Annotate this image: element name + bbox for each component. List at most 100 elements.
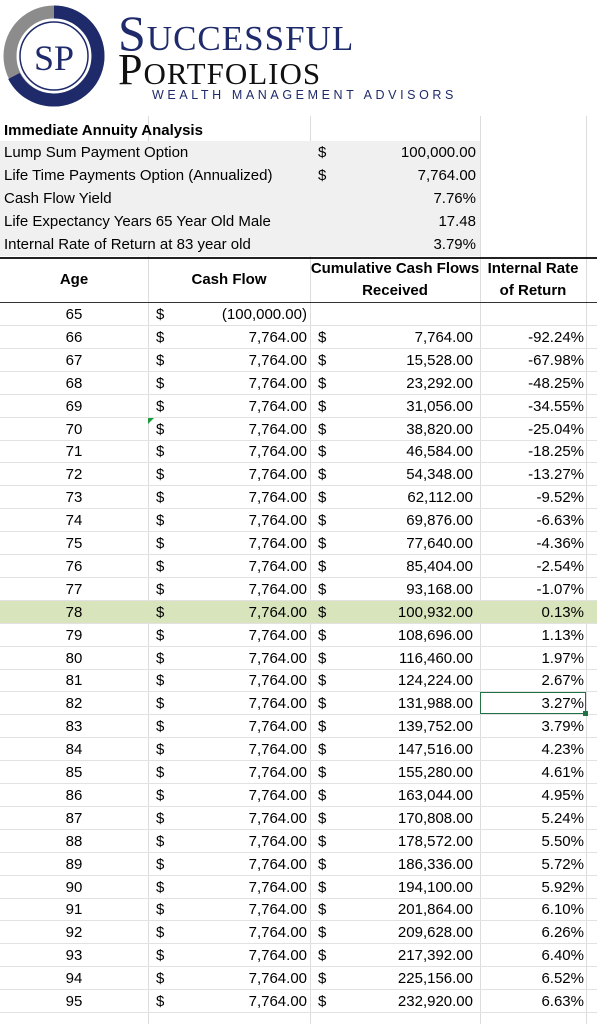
cell-cumulative-currency[interactable]: $	[318, 695, 327, 713]
cell-cash-flow[interactable]: 7,764.00	[248, 535, 307, 552]
cell-cash-flow-currency[interactable]: $	[156, 351, 165, 369]
cell-cumulative[interactable]: 7,764.00	[414, 328, 473, 346]
cell-cash-flow-currency[interactable]: $	[156, 855, 165, 873]
cell-age[interactable]: 68	[65, 374, 83, 392]
cell-cash-flow-currency[interactable]: $	[156, 947, 165, 965]
cell-cash-flow[interactable]: 7,764.00	[248, 328, 307, 346]
cell-cumulative-currency[interactable]: $	[318, 580, 327, 598]
cell-cumulative-currency[interactable]: $	[318, 626, 327, 644]
cell-cash-flow-currency[interactable]: $	[156, 626, 165, 644]
cell-cash-flow-currency[interactable]: $	[156, 489, 165, 507]
cell-cash-flow-currency[interactable]: $	[156, 328, 165, 346]
cell-irr[interactable]: -67.98%	[528, 351, 584, 369]
cell-cumulative[interactable]: 155,280.00	[397, 764, 473, 781]
cell-cash-flow[interactable]: 7,764.00	[248, 397, 307, 415]
cell-cash-flow-currency[interactable]: $	[156, 306, 165, 323]
summary-label[interactable]: Cash Flow Yield	[4, 190, 112, 207]
cell-irr[interactable]: -1.07%	[536, 580, 584, 598]
cell-irr[interactable]: -2.54%	[536, 557, 584, 575]
cell-cumulative[interactable]: 69,876.00	[406, 512, 473, 530]
cell-cumulative[interactable]: 38,820.00	[406, 420, 473, 438]
cell-irr[interactable]: 6.10%	[541, 901, 584, 919]
cell-cumulative-currency[interactable]: $	[318, 420, 327, 438]
cell-cumulative[interactable]: 46,584.00	[406, 443, 473, 461]
cell-age[interactable]: 87	[65, 809, 83, 827]
cell-age[interactable]: 69	[65, 397, 83, 415]
cell-cumulative-currency[interactable]: $	[318, 603, 327, 621]
cell-cumulative-currency[interactable]: $	[318, 512, 327, 530]
cell-cash-flow[interactable]: 7,764.00	[248, 718, 307, 736]
cell-cash-flow-currency[interactable]: $	[156, 535, 165, 552]
cell-cash-flow[interactable]: 7,764.00	[248, 741, 307, 759]
cell-cash-flow-currency[interactable]: $	[156, 443, 165, 461]
summary-value[interactable]: 17.48	[438, 213, 476, 230]
cell-cash-flow[interactable]: 7,764.00	[248, 672, 307, 690]
summary-value[interactable]: 7.76%	[433, 190, 476, 207]
cell-cumulative-currency[interactable]: $	[318, 328, 327, 346]
cell-cash-flow[interactable]: 7,764.00	[248, 580, 307, 598]
cell-age[interactable]: 65	[65, 306, 83, 323]
cell-cash-flow[interactable]: 7,764.00	[248, 603, 307, 621]
cell-age[interactable]: 80	[65, 649, 83, 667]
cell-cumulative-currency[interactable]: $	[318, 878, 327, 896]
cell-cumulative-currency[interactable]: $	[318, 764, 327, 781]
cell-cash-flow-currency[interactable]: $	[156, 878, 165, 896]
header-irr[interactable]: Internal Rate of Return	[487, 260, 579, 299]
cell-irr[interactable]: 5.92%	[541, 878, 584, 896]
cell-cash-flow-currency[interactable]: $	[156, 557, 165, 575]
cell-age[interactable]: 90	[65, 878, 83, 896]
cell-cash-flow-currency[interactable]: $	[156, 420, 165, 438]
cell-irr[interactable]: -34.55%	[528, 397, 584, 415]
cell-age[interactable]: 73	[65, 489, 83, 507]
cell-cash-flow[interactable]: 7,764.00	[248, 786, 307, 804]
cell-irr[interactable]: 5.72%	[541, 855, 584, 873]
cell-cumulative[interactable]: 170,808.00	[397, 809, 473, 827]
cell-age[interactable]: 89	[65, 855, 83, 873]
cell-cash-flow[interactable]: 7,764.00	[248, 351, 307, 369]
cell-cumulative-currency[interactable]: $	[318, 855, 327, 873]
summary-label[interactable]: Life Expectancy Years 65 Year Old Male	[4, 213, 271, 230]
header-age[interactable]: Age	[59, 271, 89, 288]
cell-cumulative[interactable]: 54,348.00	[406, 466, 473, 484]
cell-cash-flow[interactable]: 7,764.00	[248, 809, 307, 827]
cell-cash-flow[interactable]: 7,764.00	[248, 489, 307, 507]
cell-cumulative[interactable]: 225,156.00	[397, 970, 473, 988]
cell-cash-flow[interactable]: 7,764.00	[248, 970, 307, 988]
cell-irr[interactable]: 4.23%	[541, 741, 584, 759]
cell-irr[interactable]: -25.04%	[528, 420, 584, 438]
cell-cash-flow-currency[interactable]: $	[156, 603, 165, 621]
cell-cumulative[interactable]: 85,404.00	[406, 557, 473, 575]
cell-cumulative-currency[interactable]: $	[318, 741, 327, 759]
cell-cumulative-currency[interactable]: $	[318, 993, 327, 1010]
cell-cumulative-currency[interactable]: $	[318, 809, 327, 827]
cell-cumulative[interactable]: 232,920.00	[397, 993, 473, 1010]
cell-cash-flow-currency[interactable]: $	[156, 741, 165, 759]
cell-cumulative-currency[interactable]: $	[318, 718, 327, 736]
cell-cash-flow-currency[interactable]: $	[156, 993, 165, 1010]
cell-irr[interactable]: -6.63%	[536, 512, 584, 530]
cell-age[interactable]: 83	[65, 718, 83, 736]
cell-cash-flow-currency[interactable]: $	[156, 649, 165, 667]
cell-irr[interactable]: 3.27%	[541, 695, 584, 713]
cell-cash-flow-currency[interactable]: $	[156, 786, 165, 804]
fill-handle[interactable]	[583, 711, 588, 717]
cell-cash-flow[interactable]: 7,764.00	[248, 901, 307, 919]
cell-irr[interactable]: 1.97%	[541, 649, 584, 667]
cell-age[interactable]: 82	[65, 695, 83, 713]
cell-cumulative[interactable]: 23,292.00	[406, 374, 473, 392]
cell-cash-flow[interactable]: 7,764.00	[248, 649, 307, 667]
summary-label[interactable]: Internal Rate of Return at 83 year old	[4, 236, 251, 253]
cell-cumulative[interactable]: 31,056.00	[406, 397, 473, 415]
cell-age[interactable]: 72	[65, 466, 83, 484]
cell-age[interactable]: 78	[65, 603, 83, 621]
cell-cash-flow[interactable]: 7,764.00	[248, 374, 307, 392]
cell-cash-flow-currency[interactable]: $	[156, 672, 165, 690]
cell-cash-flow[interactable]: 7,764.00	[248, 832, 307, 850]
cell-irr[interactable]: 2.67%	[541, 672, 584, 690]
cell-cash-flow[interactable]: 7,764.00	[248, 512, 307, 530]
cell-irr[interactable]: 5.24%	[541, 809, 584, 827]
cell-cumulative-currency[interactable]: $	[318, 672, 327, 690]
cell-cash-flow-currency[interactable]: $	[156, 809, 165, 827]
cell-cumulative[interactable]: 124,224.00	[397, 672, 473, 690]
selected-cell-outline[interactable]	[480, 692, 586, 715]
